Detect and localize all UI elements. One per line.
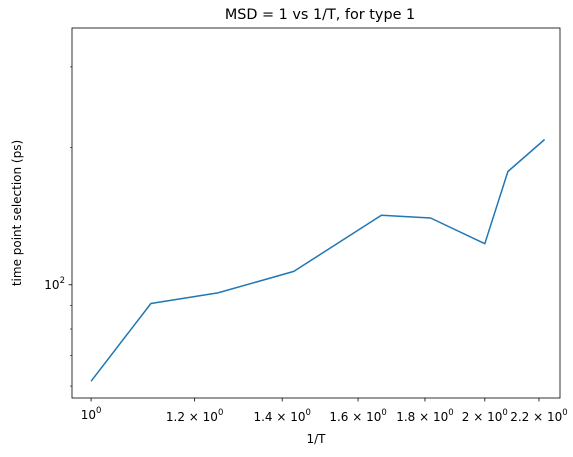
x-tick-label: 1.6 × 100: [329, 408, 386, 424]
x-tick-label: 100: [81, 406, 102, 422]
series-layer: [90, 138, 546, 382]
x-tick-label: 1.8 × 100: [396, 408, 453, 424]
y-axis-ticks: 102: [44, 66, 72, 387]
plot-frame: [71, 27, 561, 399]
x-tick-label: 2.2 × 100: [510, 408, 567, 424]
x-axis-ticks: 100 1.2 × 100 1.4 × 100 1.6 × 100 1.8 × 100 2…: [81, 398, 568, 424]
x-tick-label: 1.4 × 100: [253, 408, 310, 424]
x-tick-label: 2 × 100: [462, 408, 508, 424]
series-line: [90, 138, 546, 382]
x-axis-label: 1/T: [306, 432, 326, 446]
x-tick-label: 1.2 × 100: [166, 408, 223, 424]
y-axis-label: time point selection (ps): [10, 140, 24, 286]
y-tick-label: 102: [44, 276, 65, 292]
chart-title: MSD = 1 vs 1/T, for type 1: [225, 7, 415, 23]
plot-area: [71, 27, 561, 399]
